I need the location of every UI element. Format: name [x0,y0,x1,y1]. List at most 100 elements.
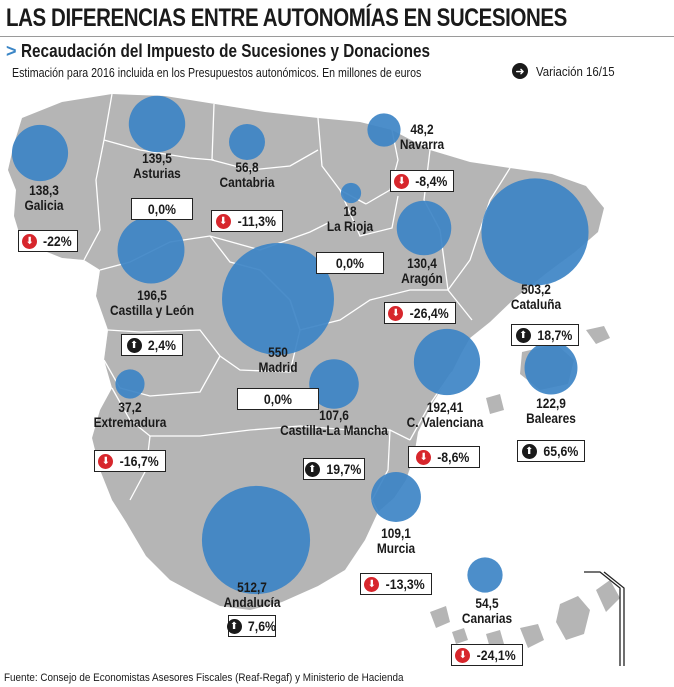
change-value: -24,1% [476,647,517,663]
portugal-gap [20,236,112,500]
label-andalucia: 512,7 Andalucía [219,580,286,610]
region-value: 130,4 [407,255,437,271]
label-canarias: 54,5 Canarias [457,596,516,626]
source-note: Fuente: Consejo de Economistas Asesores … [4,672,404,684]
change-value: 0,0% [263,391,293,407]
label-murcia: 109,1 Murcia [373,526,418,556]
change-box-cataluna: ⬆ 18,7% [511,324,579,346]
change-box-andalucia: ⬆ 7,6% [226,615,276,637]
bubble-madrid [222,243,334,355]
arrow-down-icon: ⬇ [98,453,114,469]
island-canarias-1 [556,596,590,640]
region-value: 503,2 [521,281,551,297]
region-name: Extremadura [93,414,167,430]
arrow-up-icon: ⬆ [126,337,142,353]
label-c-valenciana: 192,41 C. Valenciana [400,400,490,430]
arrow-down-icon: ⬇ [22,233,38,249]
change-value: 65,6% [543,443,578,459]
region-name: Murcia [376,540,416,556]
label-galicia: 138,3 Galicia [21,183,67,213]
region-name: Andalucía [223,594,281,610]
change-box-c-valenciana: ⬇ -8,6% [408,446,480,468]
bubble-canarias [467,557,503,593]
label-la-rioja: 18 La Rioja [323,204,377,234]
change-box-cantabria: ⬇ -11,3% [211,210,283,232]
bubble-la-rioja [340,182,362,204]
change-box-baleares: ⬆ 65,6% [517,440,585,462]
subtitle-arrow-icon: > [6,41,17,61]
island-menorca [586,326,610,344]
region-value: 122,9 [536,395,566,411]
bubble-navarra [367,113,401,147]
bubble-c-valenciana [413,328,481,396]
region-value: 37,2 [118,399,142,415]
change-box-madrid: 0,0% [237,388,319,410]
label-aragon: 130,4 Aragón [398,256,447,286]
bubble-baleares [524,341,578,395]
bubble-aragon [396,200,452,256]
arrow-up-icon: ⬆ [304,461,320,477]
change-box-aragon: ⬇ -26,4% [384,302,456,324]
bubble-castilla-la-mancha [309,359,359,409]
bubbles [11,95,589,595]
region-name: Navarra [399,136,445,152]
arrow-up-icon: ⬆ [521,443,537,459]
change-box-murcia: ⬇ -13,3% [360,573,432,595]
change-value: -11,3% [237,213,276,229]
region-name: Baleares [526,410,576,426]
change-box-extremadura: ⬇ -16,7% [94,450,166,472]
region-value: 550 [268,344,288,360]
island-canarias-6 [452,628,468,644]
change-value: -8,4% [415,173,448,189]
change-value: 0,0% [147,201,177,217]
region-name: Madrid [258,359,298,375]
arrow-down-icon: ⬇ [455,647,471,663]
subtitle: Recaudación del Impuesto de Sucesiones y… [20,41,430,61]
label-castilla-y-leon: 196,5 Castilla y León [103,288,202,318]
region-value: 56,8 [235,159,259,175]
change-value: -8,6% [437,449,470,465]
change-box-la-rioja: 0,0% [316,252,384,274]
change-value: -26,4% [409,305,450,321]
label-cantabria: 56,8 Cantabria [215,160,280,190]
island-ibiza [486,394,504,414]
island-canarias-2 [596,580,620,612]
region-value: 107,6 [319,407,349,423]
label-cataluna: 503,2 Cataluña [506,282,565,312]
legend-label: Variación 16/15 [536,63,615,79]
legend: ➜ Variación 16/15 [512,63,625,79]
bubble-extremadura [115,369,145,399]
bubble-asturias [128,95,186,153]
bubble-andalucia [201,485,311,595]
label-madrid: 550 Madrid [255,345,301,375]
bubble-galicia [11,124,69,182]
label-extremadura: 37,2 Extremadura [87,400,173,430]
arrow-down-icon: ⬇ [416,449,432,465]
change-value: -16,7% [119,453,160,469]
region-value: 512,7 [237,579,267,595]
change-value: 18,7% [537,327,572,343]
arrow-down-icon: ⬇ [388,305,404,321]
region-name: C. Valenciana [406,414,484,430]
change-box-castilla-y-leon: ⬆ 2,4% [121,334,183,356]
region-value: 109,1 [381,525,411,541]
arrow-up-icon: ⬆ [515,327,531,343]
change-box-galicia: ⬇ -22% [18,230,78,252]
island-canarias-5 [430,606,450,628]
arrow-down-icon: ⬇ [394,173,410,189]
region-value: 138,3 [29,182,59,198]
label-navarra: 48,2 Navarra [396,122,448,152]
change-box-asturias: 0,0% [131,198,193,220]
region-name: Cantabria [219,174,275,190]
island-canarias-4 [486,630,504,648]
region-value: 139,5 [142,150,172,166]
change-value: 7,6% [247,618,276,634]
region-name: Castilla y León [110,302,194,318]
change-box-navarra: ⬇ -8,4% [390,170,454,192]
change-value: -22% [43,233,72,249]
region-name: Canarias [461,610,513,626]
bubble-murcia [371,472,421,522]
label-baleares: 122,9 Baleares [522,396,580,426]
arrow-up-icon: ⬆ [226,618,242,634]
